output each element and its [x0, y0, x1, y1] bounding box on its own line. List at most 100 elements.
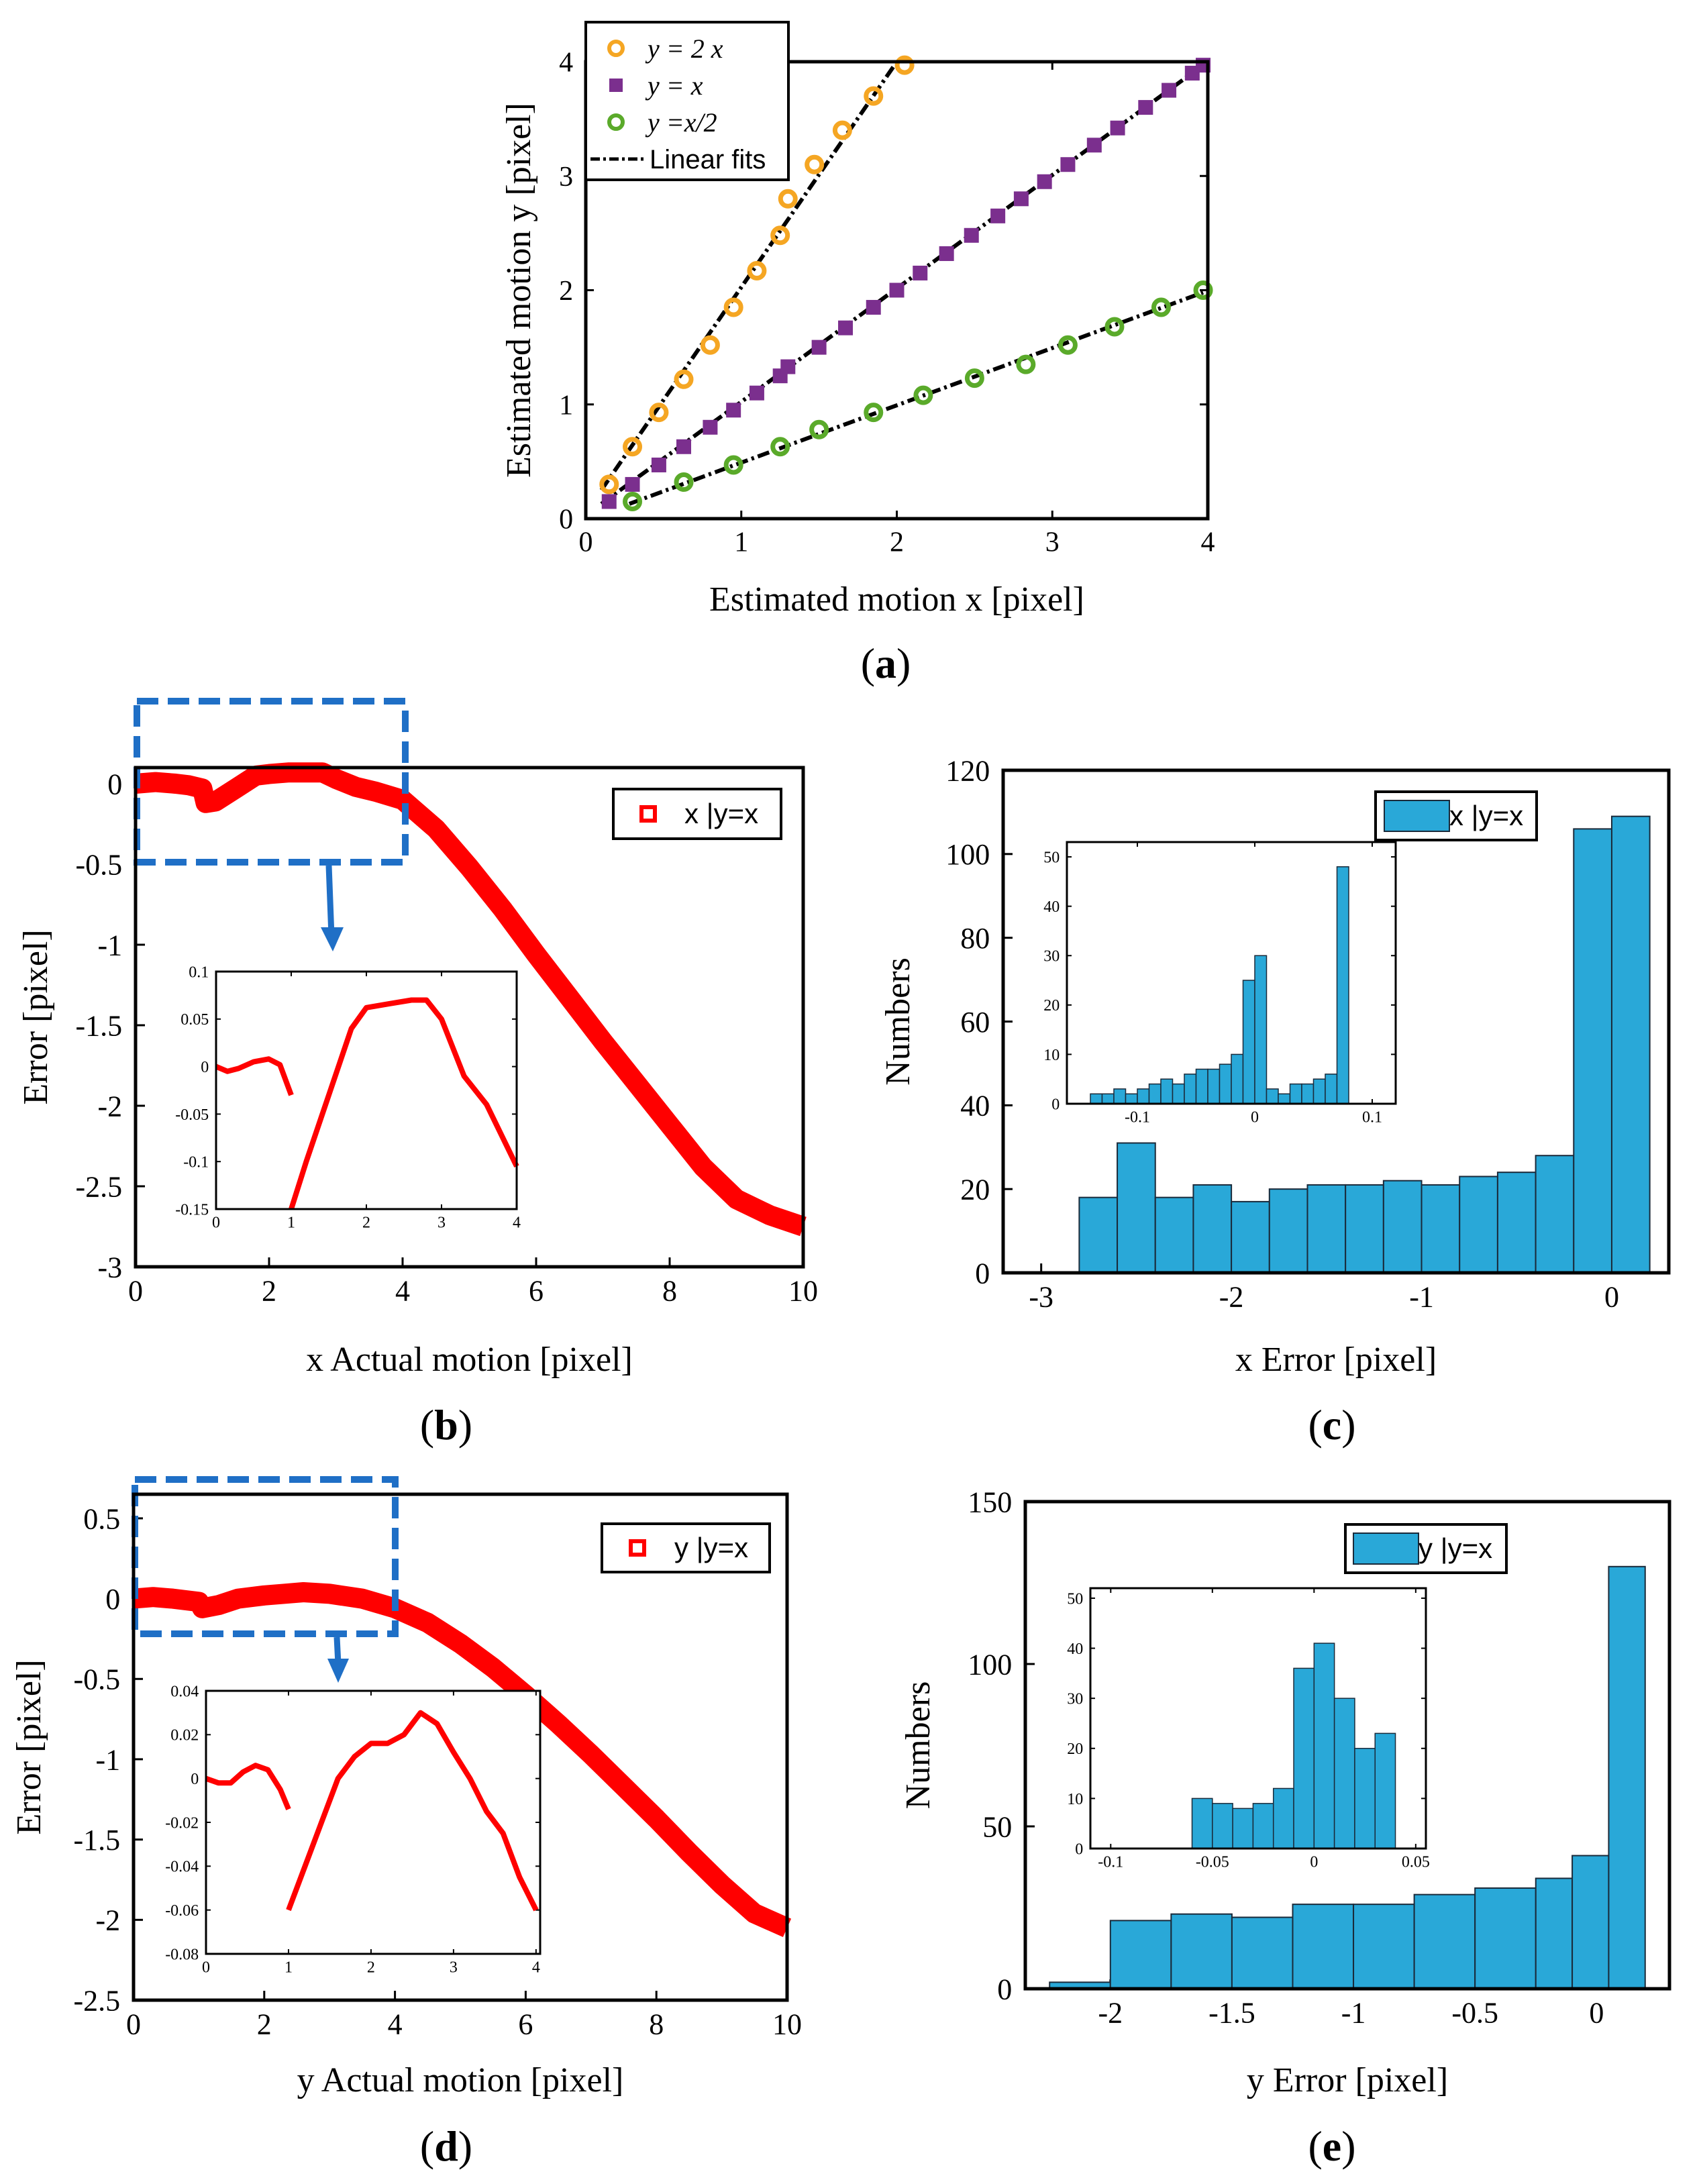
- c-inset-xtick-label: 0: [1251, 1109, 1259, 1127]
- inset-histogram-bar: [1125, 1093, 1138, 1104]
- c-ytick-label: 20: [960, 1174, 990, 1206]
- e-inset-ytick-label: 20: [1067, 1740, 1083, 1758]
- inset-histogram-bar: [1312, 1078, 1326, 1104]
- c-ylabel: Numbers: [879, 957, 917, 1086]
- inset-histogram-bar: [1272, 1787, 1294, 1849]
- data-point-ring: [832, 120, 852, 140]
- histogram-bar: [1192, 1184, 1233, 1274]
- data-point-square: [703, 419, 718, 435]
- e-xtick-label: -1.5: [1208, 1997, 1255, 2030]
- d-inset-ytick-label: 0: [191, 1771, 199, 1788]
- data-point-ring: [809, 419, 829, 439]
- data-point-ring: [964, 368, 984, 388]
- inset-histogram-bar: [1252, 1803, 1274, 1849]
- c-xtick-label: -2: [1219, 1281, 1244, 1314]
- d-inset-ytick-label: 0.02: [170, 1727, 199, 1745]
- e-ylabel: Numbers: [899, 1681, 937, 1810]
- b-ytick-label: 0: [107, 768, 122, 800]
- data-point-ring: [770, 225, 790, 246]
- c-inset-ytick-label: 20: [1043, 997, 1060, 1015]
- inset-curve-b: [215, 1056, 294, 1096]
- b-inset-xtick-label: 3: [437, 1214, 446, 1232]
- histogram-bar: [1496, 1172, 1537, 1273]
- d-inset-xtick-label: 4: [532, 1959, 540, 1977]
- data-point-ring: [1193, 280, 1213, 300]
- d-inset-plot-area: [206, 1691, 540, 1954]
- d-ytick-label: -2: [96, 1904, 121, 1937]
- legend-marker: [639, 805, 657, 823]
- b-ytick-label: -2.5: [76, 1170, 123, 1203]
- data-point-ring: [674, 472, 694, 492]
- histogram-bar: [1117, 1142, 1156, 1273]
- inset-e: -0.1 -0.05 0 0.05 0 10 20 30 40 50: [1067, 1587, 1430, 1871]
- d-inset-xtick-label: 3: [450, 1959, 458, 1977]
- b-xtick-label: 10: [788, 1275, 818, 1308]
- data-point-ring: [723, 297, 743, 317]
- e-inset-xtick-label: 0.05: [1402, 1854, 1430, 1871]
- e-inset-ytick-label: 40: [1067, 1641, 1083, 1658]
- histogram-bar: [1345, 1184, 1384, 1274]
- legend-label: y =x/2: [645, 107, 717, 138]
- data-point-ring: [913, 385, 933, 405]
- histogram-bar: [1353, 1904, 1415, 1989]
- panel-label: (a): [861, 639, 911, 687]
- c-inset-ytick-label: 40: [1043, 898, 1060, 916]
- panel-label: (e): [1308, 2122, 1355, 2170]
- inset-histogram-bar: [1231, 1053, 1244, 1104]
- b-inset-xtick-label: 1: [287, 1214, 295, 1232]
- c-xtick-label: 0: [1604, 1281, 1619, 1314]
- c-inset-ytick-label: 30: [1043, 948, 1060, 966]
- data-point-ring: [700, 335, 720, 355]
- a-ytick-label: 1: [559, 390, 573, 421]
- inset-histogram-bar: [1336, 866, 1349, 1104]
- c-ytick-label: 100: [945, 838, 990, 871]
- data-point-square: [866, 300, 881, 315]
- b-xtick-label: 8: [662, 1275, 677, 1308]
- e-inset-frame: [1089, 1587, 1427, 1850]
- data-point-ring: [894, 55, 915, 75]
- data-point-square: [1037, 174, 1052, 189]
- inset-histogram-bar: [1232, 1808, 1254, 1849]
- d-inset-ytick-label: 0.04: [170, 1683, 199, 1700]
- panel-c: -3 -2 -1 0 0 20 40 60 80 100 120 x |y=x -0.1 0 0.1 0 10 2…: [879, 754, 1671, 1449]
- d-inset-xtick-label: 0: [202, 1959, 210, 1977]
- inset-histogram-bar: [1293, 1667, 1315, 1849]
- inset-histogram-bar: [1212, 1803, 1233, 1849]
- inset-histogram-bar: [1148, 1083, 1162, 1104]
- data-point-ring: [778, 189, 798, 209]
- inset-c: -0.1 0 0.1 0 10 20 30 40 50: [1043, 841, 1397, 1127]
- legend-label: y = 2 x: [645, 34, 723, 64]
- b-ytick-label: -1: [98, 929, 123, 961]
- legend-label: y = x: [645, 70, 703, 101]
- data-point-ring: [674, 369, 694, 389]
- zoom-arrow-head: [321, 927, 344, 951]
- data-point-ring: [747, 261, 767, 281]
- data-point-square: [780, 359, 796, 374]
- d-ytick-label: -0.5: [74, 1663, 121, 1696]
- d-ytick-label: 0.5: [83, 1502, 120, 1535]
- b-inset-ytick-label: -0.1: [183, 1154, 209, 1172]
- data-point-square: [838, 320, 854, 335]
- b-inset-ytick-label: 0.1: [189, 964, 209, 981]
- legend-marker-square: [609, 79, 623, 92]
- e-inset-xtick-label: 0: [1310, 1854, 1318, 1871]
- c-inset-ytick-label: 50: [1043, 849, 1060, 866]
- legend-marker: [1353, 1532, 1419, 1565]
- panel-a: 0 1 2 3 4 0 1 2 3 4 y = 2 x y = x y =x/2 Linear fits E…: [500, 21, 1215, 687]
- d-ylabel: Error [pixel]: [10, 1659, 48, 1834]
- histogram-bar: [1413, 1893, 1476, 1989]
- inset-histogram-bar: [1354, 1748, 1376, 1849]
- zoom-arrow-head: [327, 1659, 349, 1683]
- c-ytick-label: 40: [960, 1090, 990, 1123]
- inset-histogram-bar: [1278, 1093, 1291, 1104]
- data-point-square: [889, 282, 905, 298]
- data-point-ring: [864, 403, 884, 423]
- data-point-square: [601, 494, 617, 509]
- data-point-square: [1060, 157, 1076, 172]
- c-xtick-label: -3: [1029, 1281, 1053, 1314]
- data-point-square: [625, 476, 640, 492]
- data-point-square: [990, 208, 1006, 223]
- e-xtick-label: 0: [1589, 1997, 1604, 2030]
- inset-histogram-bar: [1113, 1088, 1127, 1104]
- b-ytick-label: -1.5: [76, 1009, 123, 1042]
